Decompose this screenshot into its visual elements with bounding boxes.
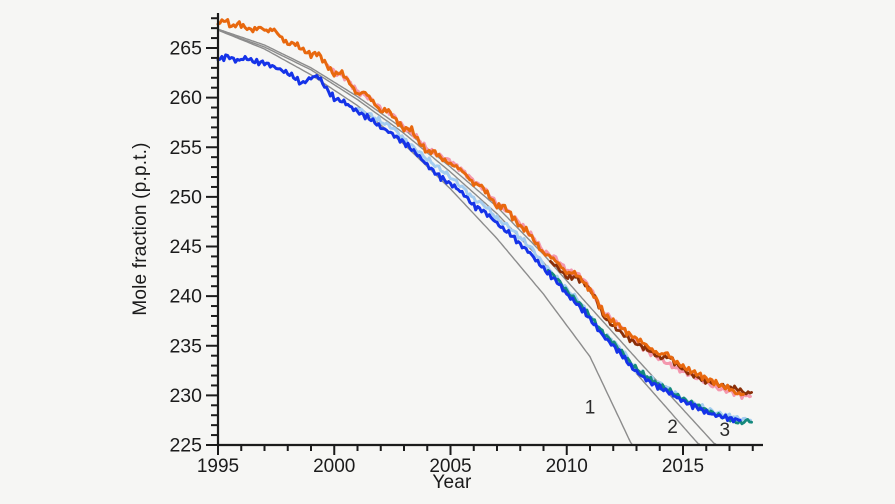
y-tick-label: 230: [169, 385, 202, 407]
y-tick-label: 225: [169, 435, 202, 457]
x-tick-label: 2010: [546, 456, 588, 477]
scenario-label-3: 3: [720, 420, 731, 441]
series-orange-line: [216, 18, 745, 397]
y-tick-label: 235: [169, 335, 202, 357]
x-axis-title: Year: [432, 472, 472, 493]
x-tick-label: 2000: [313, 456, 355, 477]
x-tick-label: 1995: [197, 456, 239, 477]
series-projection-1: [217, 29, 633, 445]
y-tick-label: 245: [169, 236, 202, 258]
scenario-label-2: 2: [667, 417, 678, 438]
y-tick-label: 240: [169, 286, 202, 308]
x-tick-label: 2015: [662, 456, 704, 477]
y-tick-label: 265: [169, 38, 202, 60]
x-tick-label: 2005: [429, 456, 471, 477]
y-axis-title: Mole fraction (p.p.t.): [130, 142, 151, 316]
series-projection-3: [217, 28, 717, 445]
series-projection-2: [217, 29, 700, 445]
scenario-label-1: 1: [585, 397, 596, 418]
y-tick-label: 255: [169, 137, 202, 159]
y-tick-label: 250: [169, 186, 202, 208]
y-tick-label: 260: [169, 87, 202, 109]
series-blue-line: [216, 53, 742, 424]
